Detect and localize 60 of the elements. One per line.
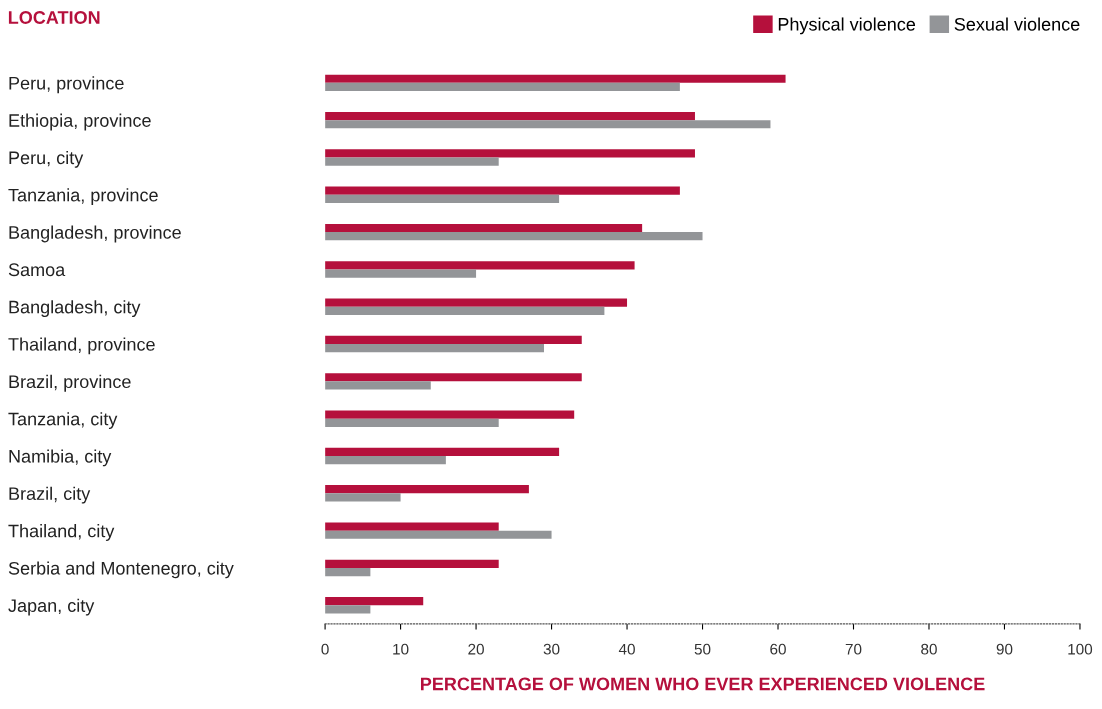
y-tick-label: Tanzania, city	[8, 412, 118, 429]
bar	[325, 418, 499, 427]
y-tick-label: Tanzania, province	[8, 188, 158, 206]
bar	[325, 306, 605, 315]
y-tick-label: Ethiopia, province	[9, 113, 151, 131]
y-tick-label: Brazil, city	[9, 486, 91, 504]
bar	[325, 186, 680, 195]
bar	[325, 530, 552, 539]
y-axis-title: LOCATION	[8, 11, 100, 24]
bar	[325, 194, 560, 203]
legend-label: Sexual violence	[954, 17, 1080, 31]
y-tick-label: Brazil, province	[9, 374, 131, 392]
bar	[325, 493, 401, 502]
y-tick-label: Thailand, province	[8, 337, 155, 355]
bar	[325, 381, 431, 390]
x-tick-label: 40	[618, 643, 635, 655]
bar	[325, 223, 643, 233]
bar	[325, 269, 477, 278]
bar	[325, 111, 695, 121]
bar	[325, 82, 680, 92]
y-tick-label: Japan, city	[8, 598, 95, 616]
bar	[325, 335, 582, 345]
bar	[325, 149, 695, 158]
bar	[325, 373, 582, 382]
y-tick-label: Thailand, city	[8, 524, 115, 541]
x-tick-label: 30	[543, 643, 560, 655]
x-tick-label: 20	[468, 643, 484, 655]
bar	[325, 261, 635, 270]
y-tick-label: Serbia and Montenegro, city	[8, 561, 234, 579]
x-tick-label: 70	[845, 643, 862, 655]
bar	[325, 410, 575, 419]
bar	[325, 74, 786, 83]
x-tick-label: 100	[1068, 643, 1093, 655]
bar	[325, 120, 771, 129]
bar	[325, 559, 499, 568]
bar	[325, 447, 560, 456]
y-tick-label: Peru, city	[9, 150, 84, 168]
x-axis-title: PERCENTAGE OF WOMEN WHO EVER EXPERIENCED VIOLENCE	[420, 677, 985, 691]
y-tick-label: Peru, province	[9, 76, 124, 94]
y-tick-label: Namibia, city	[9, 449, 112, 467]
bar	[325, 344, 544, 353]
legend-label: Physical violence	[778, 17, 916, 35]
bar	[325, 298, 628, 307]
bar	[325, 567, 371, 577]
bar	[325, 485, 529, 494]
bar	[325, 456, 446, 465]
bar	[325, 157, 499, 166]
y-tick-label: Bangladesh, province	[9, 225, 181, 243]
x-tick-label: 0	[321, 643, 329, 655]
x-tick-label: 10	[393, 643, 409, 655]
x-tick-label: 60	[770, 643, 786, 655]
bar	[325, 522, 499, 531]
y-tick-label: Bangladesh, city	[9, 300, 141, 318]
bar	[325, 597, 424, 606]
x-tick-label: 90	[996, 643, 1013, 655]
y-tick-label: Samoa	[8, 263, 66, 277]
x-tick-label: 50	[694, 643, 711, 655]
bar	[325, 232, 703, 241]
x-tick-label: 80	[921, 643, 937, 655]
bar	[325, 605, 371, 614]
